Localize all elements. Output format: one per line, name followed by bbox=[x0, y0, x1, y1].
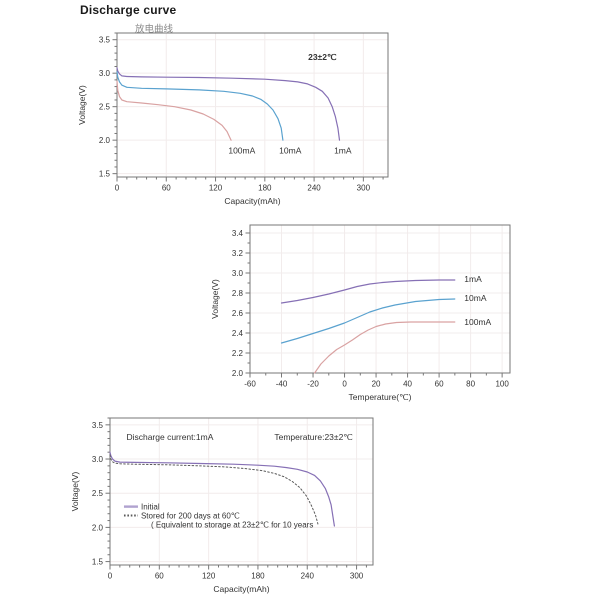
x-tick-label: -40 bbox=[276, 380, 288, 389]
y-tick-label: 2.0 bbox=[99, 136, 111, 145]
x-tick-label: 0 bbox=[108, 572, 113, 581]
y-tick-label: 3.5 bbox=[92, 421, 104, 430]
x-tick-label: 120 bbox=[209, 184, 223, 193]
y-tick-label: 2.0 bbox=[232, 369, 244, 378]
annotation-0: Discharge current:1mA bbox=[126, 432, 213, 442]
y-tick-label: 3.0 bbox=[92, 455, 104, 464]
series-line-Stored for 200 days at 60℃ bbox=[109, 454, 319, 525]
x-tick-label: 40 bbox=[403, 380, 412, 389]
x-tick-label: 100 bbox=[495, 380, 509, 389]
legend-label-2: ( Equivalent to storage at 23±2℃ for 10 … bbox=[151, 520, 313, 529]
x-tick-label: 80 bbox=[466, 380, 475, 389]
x-tick-label: 120 bbox=[202, 572, 216, 581]
y-tick-label: 2.0 bbox=[92, 523, 104, 532]
series-label-1mA: 1mA bbox=[464, 274, 482, 284]
annotation-0: 23±2℃ bbox=[308, 52, 337, 62]
series-line-100mA bbox=[314, 321, 456, 374]
y-tick-label: 2.5 bbox=[92, 489, 104, 498]
y-tick-label: 2.4 bbox=[232, 329, 244, 338]
x-axis-title: Capacity(mAh) bbox=[213, 584, 269, 594]
y-tick-label: 3.0 bbox=[99, 69, 111, 78]
series-label-1mA: 1mA bbox=[334, 146, 352, 156]
series-line-Initial bbox=[109, 451, 335, 527]
x-tick-label: 0 bbox=[342, 380, 347, 389]
series-line-100mA bbox=[116, 80, 232, 141]
x-tick-label: 240 bbox=[307, 184, 321, 193]
x-tick-label: 180 bbox=[258, 184, 272, 193]
x-axis-title: Capacity(mAh) bbox=[224, 196, 280, 206]
y-tick-label: 3.2 bbox=[232, 249, 244, 258]
y-tick-label: 2.2 bbox=[232, 349, 244, 358]
annotation-1: Temperature:23±2℃ bbox=[274, 432, 353, 442]
y-axis-title: Voltage(V) bbox=[210, 279, 220, 319]
chart-discharge-vs-capacity: 0 60 120 180 240 300 1.5 2.0 2.5 3.0 3.5 Capacity(m… bbox=[77, 32, 389, 206]
y-tick-label: 2.6 bbox=[232, 309, 244, 318]
y-tick-label: 2.5 bbox=[99, 103, 111, 112]
y-axis-title: Voltage(V) bbox=[77, 85, 87, 125]
series-label-10mA: 10mA bbox=[279, 146, 302, 156]
x-tick-label: 60 bbox=[435, 380, 444, 389]
legend-label-0: Initial bbox=[141, 503, 160, 512]
x-tick-label: 0 bbox=[115, 184, 120, 193]
series-label-100mA: 100mA bbox=[228, 146, 255, 156]
chart-storage-comparison: 0 60 120 180 240 300 1.5 2.0 2.5 3.0 3.5 Capacity(m… bbox=[70, 417, 374, 594]
y-tick-label: 1.5 bbox=[92, 558, 104, 567]
series-line-10mA bbox=[116, 71, 284, 141]
y-tick-label: 3.0 bbox=[232, 269, 244, 278]
plot-frame bbox=[109, 417, 374, 566]
x-tick-label: -60 bbox=[244, 380, 256, 389]
series-label-100mA: 100mA bbox=[464, 317, 491, 327]
plot-frame bbox=[249, 224, 511, 374]
y-tick-label: 2.8 bbox=[232, 289, 244, 298]
x-tick-label: 60 bbox=[162, 184, 171, 193]
page-title: Discharge curve bbox=[80, 3, 177, 17]
series-line-1mA bbox=[280, 279, 456, 304]
series-label-10mA: 10mA bbox=[464, 293, 487, 303]
series-line-10mA bbox=[280, 298, 456, 344]
plot-frame bbox=[116, 32, 389, 178]
y-tick-label: 3.4 bbox=[232, 229, 244, 238]
y-axis-title: Voltage(V) bbox=[70, 471, 80, 511]
x-tick-label: 20 bbox=[372, 380, 381, 389]
x-tick-label: -20 bbox=[307, 380, 319, 389]
x-tick-label: 300 bbox=[357, 184, 371, 193]
y-tick-label: 3.5 bbox=[99, 36, 111, 45]
x-tick-label: 300 bbox=[350, 572, 364, 581]
page-subtitle-chinese: 放电曲线 bbox=[135, 24, 174, 35]
chart-voltage-vs-temperature: -60 -40 -20 0 20 40 60 80 100 2.0 2.2 2.4 2.6 2.8 3.0 3… bbox=[210, 224, 511, 402]
x-tick-label: 60 bbox=[155, 572, 164, 581]
x-tick-label: 240 bbox=[301, 572, 315, 581]
legend-label-1: Stored for 200 days at 60℃ bbox=[141, 512, 240, 521]
y-tick-label: 1.5 bbox=[99, 170, 111, 179]
x-tick-label: 180 bbox=[251, 572, 265, 581]
series-line-1mA bbox=[116, 67, 341, 141]
x-axis-title: Temperature(℃) bbox=[349, 392, 412, 402]
